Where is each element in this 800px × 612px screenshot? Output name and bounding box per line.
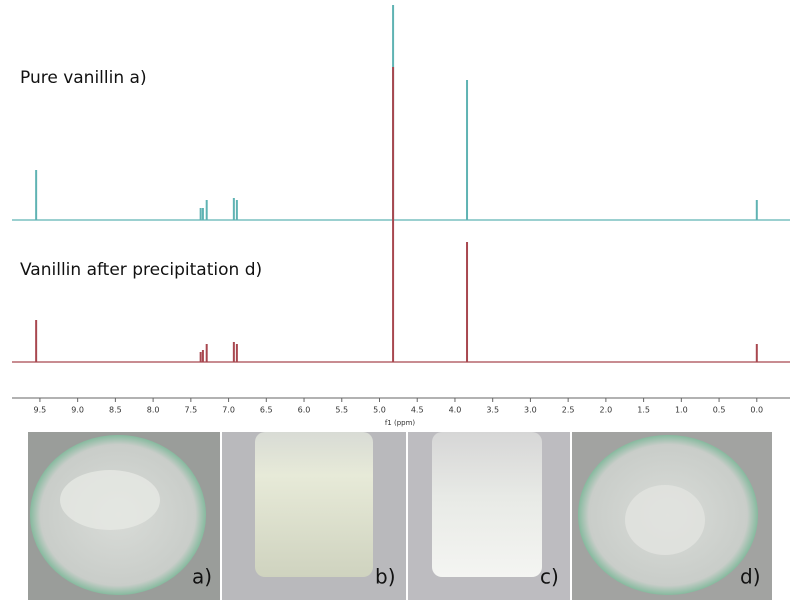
x-tick-label: 9.0 (71, 406, 84, 415)
vial (432, 432, 542, 577)
photo-label: a) (192, 565, 212, 589)
x-tick-label: 5.5 (335, 406, 348, 415)
photo-label: d) (740, 565, 761, 589)
x-tick-label: 5.0 (373, 406, 386, 415)
crystals (60, 470, 160, 530)
x-tick-label: 6.0 (298, 406, 311, 415)
x-tick-label: 7.0 (222, 406, 235, 415)
x-tick-label: 4.0 (449, 406, 462, 415)
x-tick-label: 4.5 (411, 406, 424, 415)
x-axis-label: f1 (ppm) (385, 419, 416, 427)
x-tick-label: 7.5 (184, 406, 197, 415)
x-tick-label: 2.5 (562, 406, 575, 415)
crystals (625, 485, 705, 555)
x-tick-label: 9.5 (34, 406, 47, 415)
x-tick-label: 8.5 (109, 406, 122, 415)
series-label: Pure vanillin a) (20, 68, 147, 88)
photo-label: b) (375, 565, 396, 589)
x-tick-label: 0.0 (750, 406, 763, 415)
x-tick-label: 3.5 (486, 406, 499, 415)
x-tick-label: 6.5 (260, 406, 273, 415)
vial (255, 432, 373, 577)
x-tick-label: 8.0 (147, 406, 160, 415)
x-tick-label: 0.5 (713, 406, 726, 415)
x-tick-label: 1.5 (637, 406, 650, 415)
x-tick-label: 3.0 (524, 406, 537, 415)
spectra (12, 5, 790, 363)
photos: a) b) c) d) (28, 432, 772, 600)
x-tick-label: 2.0 (600, 406, 613, 415)
photo-label: c) (540, 565, 559, 589)
series-label: Vanillin after precipitation d) (20, 260, 262, 280)
x-tick-label: 1.0 (675, 406, 688, 415)
